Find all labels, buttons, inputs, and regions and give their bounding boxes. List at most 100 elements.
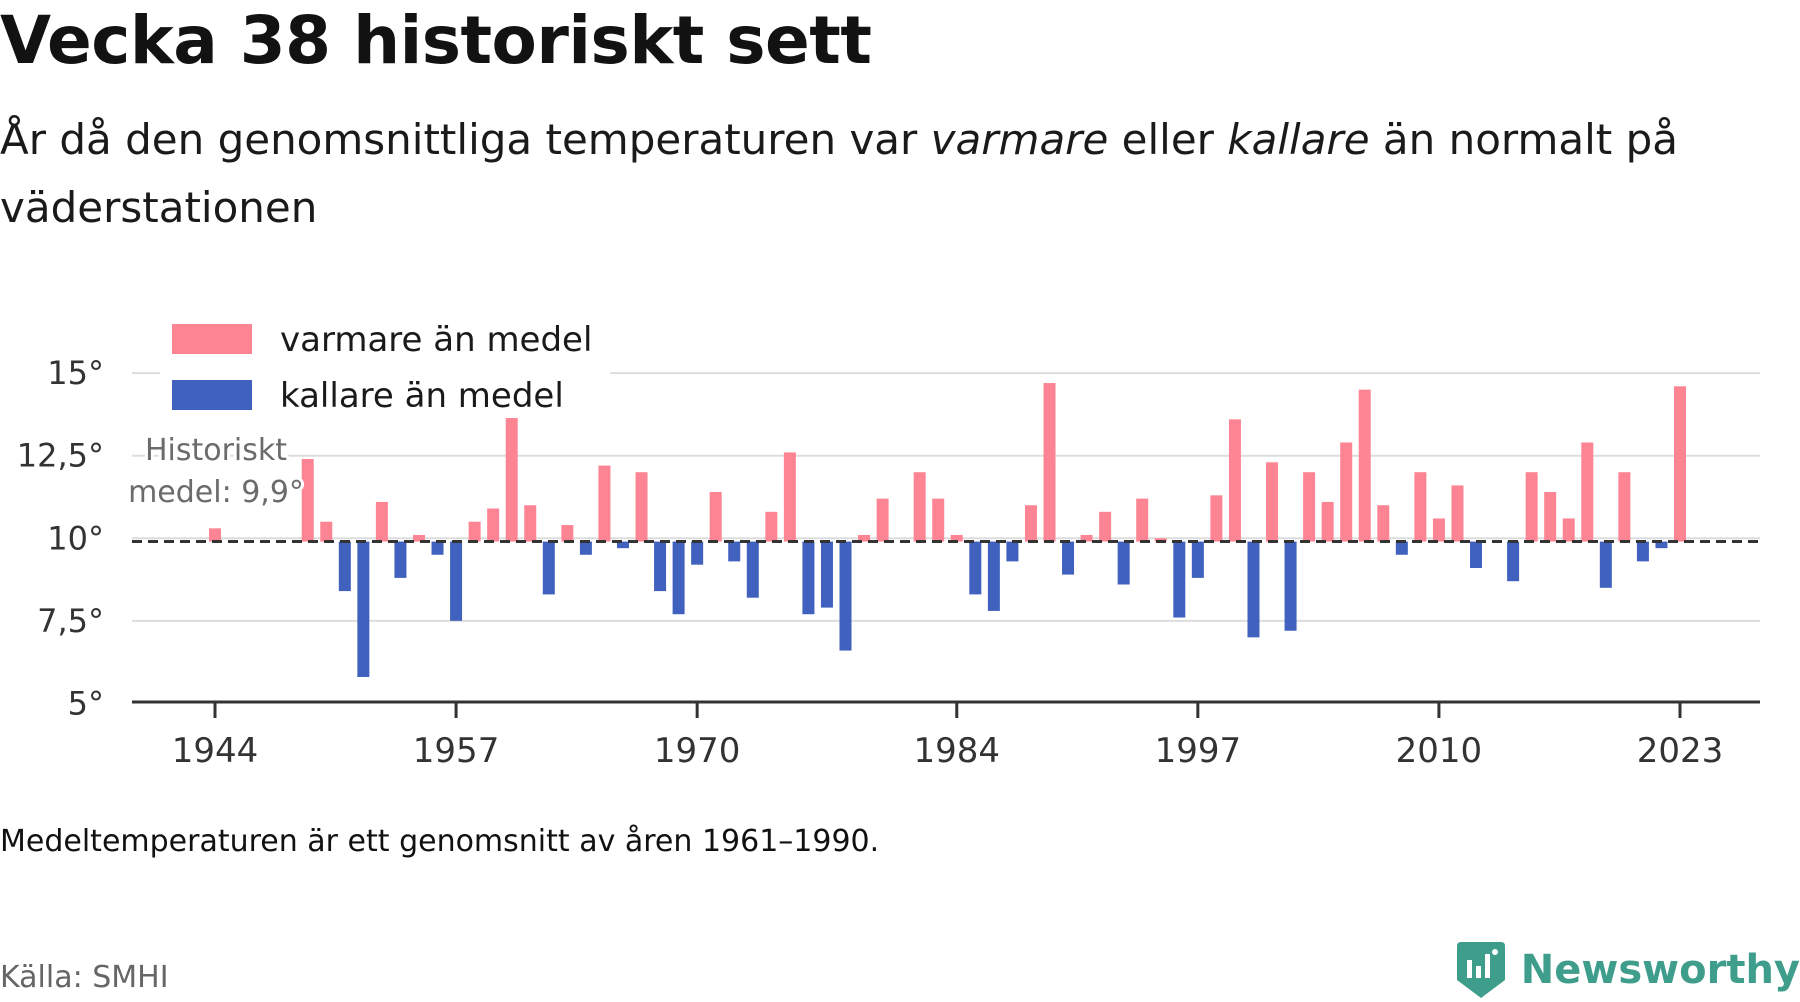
bar-warm [1099, 511, 1112, 542]
bar-warm [1674, 386, 1686, 542]
brand-name: Newsworthy [1520, 947, 1800, 993]
y-tick-label: 10° [47, 519, 104, 557]
bar-cold [1062, 541, 1075, 575]
bar-warm [1377, 505, 1390, 542]
bar-warm [1303, 472, 1316, 542]
bar-warm [1024, 505, 1037, 542]
x-tick-label: 1997 [1155, 731, 1242, 771]
bar-warm [1562, 518, 1575, 542]
bar-cold [1470, 541, 1483, 568]
bar-cold [746, 541, 759, 598]
bar-warm [932, 498, 945, 542]
page-subtitle: År då den genomsnittliga temperaturen va… [0, 106, 1760, 242]
subtitle-warm-word: varmare [930, 115, 1109, 164]
page-title: Vecka 38 historiskt sett [0, 2, 872, 79]
bar-warm [524, 505, 537, 542]
x-tick-label: 1970 [654, 731, 741, 771]
x-tick-label: 1957 [413, 731, 500, 771]
bar-cold [1507, 541, 1520, 582]
chart-legend: varmare än medel kallare än medel [160, 314, 610, 418]
bar-warm [635, 472, 648, 542]
bar-cold [579, 541, 592, 555]
bar-cold [357, 541, 370, 677]
bar-cold [338, 541, 351, 592]
y-axis: 5° 7,5° 10° 12,5° 15° [17, 354, 104, 722]
subtitle-cold-word: kallare [1227, 115, 1370, 164]
bar-warm [1544, 492, 1557, 542]
x-tick-label: 2023 [1637, 731, 1724, 771]
bar-warm [1321, 501, 1334, 542]
bar-cold [542, 541, 555, 595]
y-tick-label: 12,5° [17, 437, 104, 475]
bar-cold [820, 541, 833, 608]
bar-cold [672, 541, 685, 615]
bar-warm [209, 528, 221, 542]
legend-label: kallare än medel [280, 376, 564, 416]
bar-cold [1173, 541, 1186, 618]
bar-warm [1043, 383, 1056, 542]
bar-warm [1340, 442, 1353, 542]
subtitle-part3: än normalt på väderstationen [0, 115, 1678, 232]
bar-warm [1451, 485, 1464, 542]
bar-cold [450, 541, 463, 621]
bar-warm [765, 511, 778, 542]
bar-cold [839, 541, 852, 651]
legend-label: varmare än medel [280, 320, 592, 360]
bar-cold [691, 541, 704, 565]
bar-warm [561, 525, 574, 542]
bar-cold [1395, 541, 1408, 555]
bar-warm [301, 458, 314, 542]
bar-warm [1210, 495, 1223, 542]
bar-warm [1414, 472, 1427, 542]
bar-warm [1525, 472, 1538, 542]
newsworthy-logo-icon [1456, 942, 1505, 998]
subtitle-part1: År då den genomsnittliga temperaturen va… [0, 115, 931, 164]
bar-warm [876, 498, 889, 542]
bar-warm [1432, 518, 1445, 542]
bar-warm [1618, 472, 1631, 542]
bar-cold [1247, 541, 1260, 638]
bar-warm [1080, 534, 1093, 542]
bar-cold [1284, 541, 1297, 631]
bar-cold [1599, 541, 1612, 588]
bar-cold [1006, 541, 1019, 562]
bar-cold [987, 541, 1000, 611]
bar-cold [1191, 541, 1204, 578]
y-tick-label: 7,5° [37, 602, 104, 640]
bar-warm [320, 521, 333, 542]
bar-cold [969, 541, 982, 595]
bar-warm [487, 508, 500, 542]
bar-warm [598, 465, 611, 542]
footnote: Medeltemperaturen är ett genomsnitt av å… [0, 824, 880, 859]
bar-chart: varmare än medel kallare än medel Histori… [17, 314, 1760, 771]
bar-warm [783, 452, 796, 542]
source-credit: Källa: SMHI [0, 960, 169, 995]
bar-warm [1581, 442, 1594, 542]
bar-warm [1266, 462, 1279, 542]
bar-cold [431, 541, 444, 555]
bar-warm [913, 472, 926, 542]
bar-warm [1228, 419, 1241, 542]
bar-warm [468, 521, 481, 542]
x-tick-label: 2010 [1396, 731, 1483, 771]
bar-warm [709, 492, 722, 542]
bar-warm [1358, 389, 1371, 542]
brand-logo: Newsworthy [1455, 938, 1800, 1002]
bar-warm [858, 534, 871, 542]
legend-swatch-warm [172, 324, 252, 354]
bar-warm [1154, 538, 1167, 542]
baseline-label-value: medel: 9,9° [128, 475, 304, 510]
bar-warm [375, 501, 388, 542]
bar-warm [950, 534, 963, 542]
subtitle-part2: eller [1108, 115, 1228, 164]
bar-cold [394, 541, 407, 578]
y-tick-label: 5° [68, 684, 104, 722]
bar-warm [505, 412, 518, 542]
bar-cold [616, 541, 629, 549]
legend-swatch-cold [172, 380, 252, 410]
bar-cold [1655, 541, 1668, 549]
bar-warm [412, 534, 425, 542]
x-tick-label: 1944 [172, 731, 259, 771]
bar-warm [1136, 498, 1149, 542]
baseline-label: Historiskt [145, 433, 287, 468]
